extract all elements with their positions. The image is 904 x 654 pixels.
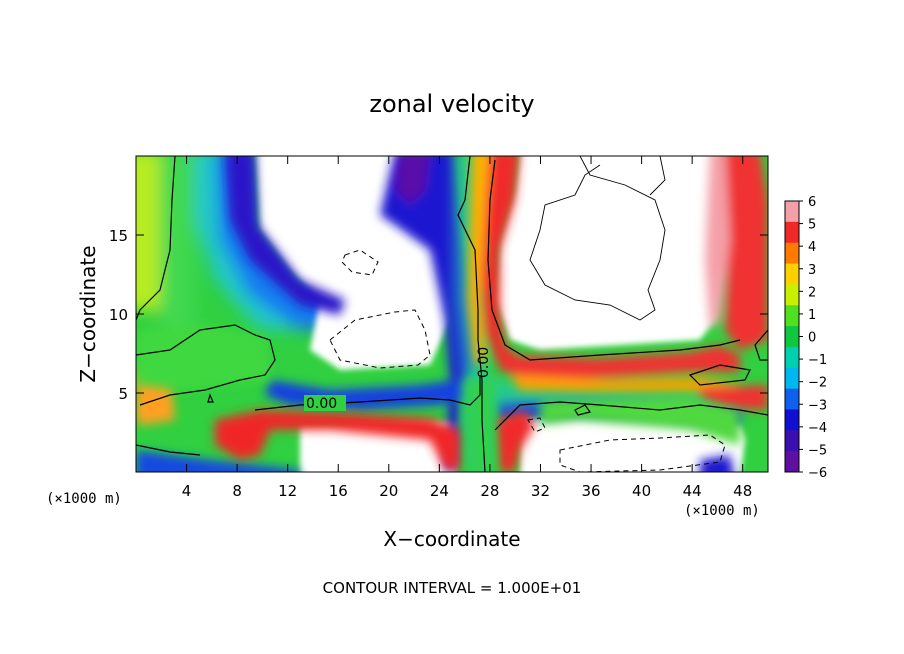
colorbar-tick-label: 6 — [808, 195, 816, 210]
white-lower-right — [520, 416, 745, 472]
contour-zero-left-loop — [136, 324, 276, 406]
jet-pos-x30 — [480, 156, 540, 380]
field-yellow-edge — [136, 156, 160, 310]
x-tick-label: 40 — [632, 482, 651, 500]
colorbar-swatch — [785, 326, 799, 348]
y-tick-label: 10 — [109, 306, 128, 324]
chart-title: zonal velocity — [369, 90, 534, 118]
x-tick-label: 48 — [733, 482, 752, 500]
field-green-patches — [136, 325, 740, 470]
x-tick-label: 32 — [531, 482, 550, 500]
contour-loop-right-upper-top — [649, 156, 666, 196]
x-tick-label: 28 — [480, 482, 499, 500]
white-upper-mid — [255, 156, 455, 370]
contour-neg-loop-2 — [329, 309, 431, 369]
patch-right-green — [540, 395, 740, 445]
x-tick-label: 20 — [379, 482, 398, 500]
jet-vertical-x24-purple — [395, 156, 430, 205]
jet-pos-lower-left — [215, 410, 460, 470]
halo-center-cross — [455, 156, 740, 470]
colorbar-tick-label: −5 — [808, 443, 827, 458]
field-green-band — [160, 156, 195, 340]
colorbar-swatch — [785, 221, 799, 244]
colorbar-tick-label: 5 — [808, 218, 816, 233]
colorbar-tick-label: −1 — [808, 353, 827, 368]
x-tick-label: 12 — [278, 482, 297, 500]
contour-loop-right-upper — [529, 156, 666, 321]
contour-neg-loop-3 — [527, 417, 546, 433]
x-axis-unit-right: (×1000 m) — [684, 503, 760, 519]
contour-neg-loop-4 — [559, 434, 726, 472]
contour-zero-right — [487, 159, 741, 361]
y-axis-label: Z−coordinate — [76, 245, 100, 382]
jet-pos-layer-orange — [510, 375, 740, 395]
jet-right-bottom — [700, 455, 734, 472]
colorbar-swatch — [785, 284, 799, 306]
contour-label-bg-1 — [304, 395, 346, 411]
colorbar-tick-label: −4 — [808, 421, 827, 436]
jet-diag-purple — [225, 156, 345, 315]
colorbar-tick-label: 0 — [808, 331, 816, 346]
jet-pos-x48 — [715, 156, 768, 350]
contour-interval-text: CONTOUR INTERVAL = 1.000E+01 — [323, 579, 582, 597]
colorbar-swatch — [785, 346, 799, 369]
colorbar-swatch — [785, 451, 799, 473]
contour-label-1: 0.00 — [306, 396, 337, 412]
x-tick-label: 8 — [232, 482, 242, 500]
contour-zero-right-edge — [754, 329, 768, 361]
colorbar-swatch — [785, 430, 799, 452]
jet-pos-x48-pink — [705, 156, 730, 330]
y-axis-ticks: 5 10 15 — [109, 227, 768, 403]
jet-pos-x30-orange — [468, 156, 490, 365]
colorbar-tick-label: −6 — [808, 466, 827, 481]
contour-zero-vertical — [457, 156, 486, 472]
contour-bottom-left — [136, 444, 201, 456]
contour-left-small — [207, 393, 214, 403]
colorbar-tick-label: −3 — [808, 398, 827, 413]
contour-zero-right-lower — [494, 401, 768, 431]
colorbar-tick-label: 4 — [808, 240, 816, 255]
colorbar-swatch — [785, 409, 799, 431]
colorbar-tick-label: 3 — [808, 263, 816, 278]
colorbar-swatch — [785, 367, 799, 390]
x-axis-unit-left: (×1000 m) — [46, 491, 122, 507]
field-cyan-halos — [455, 156, 740, 470]
x-tick-label: 24 — [430, 482, 449, 500]
contour-label-2: 0.00 — [476, 347, 492, 378]
plot-field: 0.00 0.00 — [136, 156, 768, 472]
y-tick-label: 5 — [118, 385, 128, 403]
colorbar-swatch — [785, 305, 799, 327]
white-upper-right — [495, 156, 725, 350]
colorbar-tick-label: −2 — [808, 376, 827, 391]
y-tick-label: 15 — [109, 227, 128, 245]
colorbar-swatch — [785, 242, 799, 265]
x-tick-label: 16 — [329, 482, 348, 500]
colorbar: 6 5 4 3 2 1 0 −1 −2 −3 −4 −5 −6 — [784, 195, 827, 481]
colorbar-tick-label: 2 — [808, 285, 816, 300]
field-positive-jets — [136, 156, 768, 472]
colorbar-swatch — [785, 388, 799, 410]
contour-dashed-lines — [329, 249, 726, 472]
colorbar-tick-label: 1 — [808, 308, 816, 323]
x-tick-label: 36 — [581, 482, 600, 500]
jet-pos-layer — [500, 345, 740, 380]
jet-lower-left-edge — [136, 450, 300, 472]
colorbar-swatch — [785, 263, 799, 285]
x-tick-label: 44 — [683, 482, 702, 500]
jet-pos-right-x30-low — [495, 410, 535, 472]
contour-small-loop — [574, 404, 592, 416]
contour-zero-right-inner — [688, 364, 751, 386]
x-axis-ticks: 4 8 12 16 20 24 28 32 36 40 44 48 — [182, 156, 752, 500]
x-tick-label: 4 — [182, 482, 192, 500]
patch-left-mid — [136, 325, 270, 390]
contour-zero-left — [136, 156, 176, 321]
x-axis-label: X−coordinate — [383, 527, 520, 551]
colorbar-swatch — [785, 201, 799, 223]
